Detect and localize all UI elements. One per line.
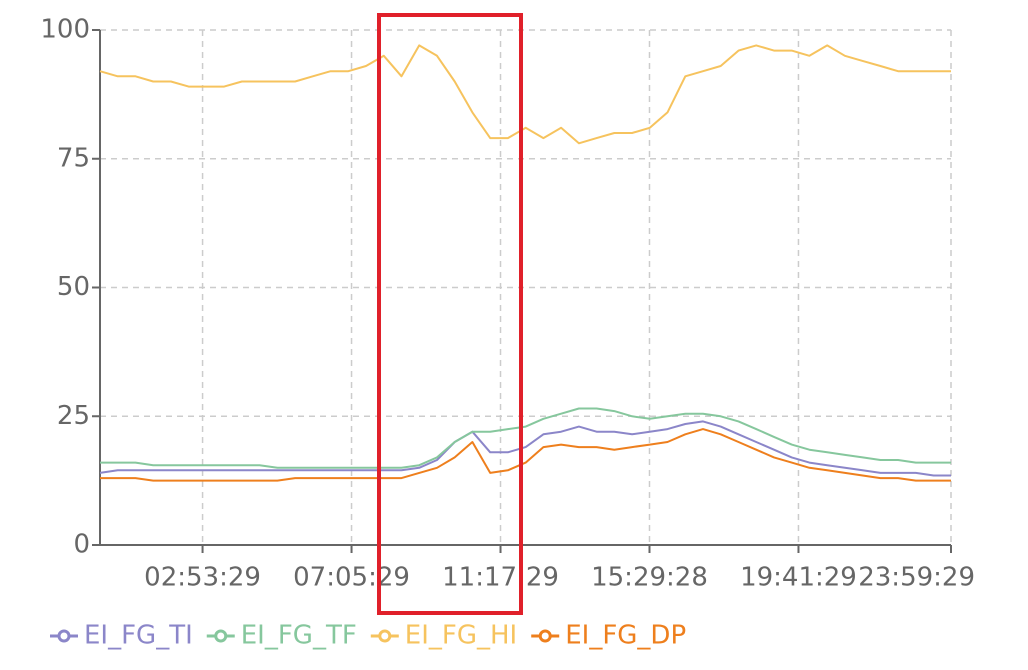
x-tick-label: 02:53:29 <box>144 563 261 593</box>
x-tick-label: 23:59:29 <box>858 563 975 593</box>
legend-item: EI_FG_DP <box>531 621 686 651</box>
x-tick-label: 15:29:28 <box>591 563 708 593</box>
series-line <box>99 420 951 477</box>
legend-marker <box>214 629 228 643</box>
y-tick-label: 75 <box>57 143 90 173</box>
legend-label: EI_FG_HI <box>405 621 517 651</box>
legend-label: EI_FG_DP <box>565 621 686 651</box>
series-line <box>100 407 951 469</box>
x-tick-label: 11:17:29 <box>442 563 559 593</box>
legend-label: EI_FG_TF <box>241 621 357 651</box>
legend-marker <box>538 629 552 643</box>
x-tick-label: 07:05:29 <box>293 563 410 593</box>
legend-item: EI_FG_TI <box>50 621 193 651</box>
y-tick-label: 50 <box>57 272 90 302</box>
legend-label: EI_FG_TI <box>84 621 193 651</box>
y-tick-label: 25 <box>57 401 90 431</box>
legend-item: EI_FG_TF <box>206 621 357 651</box>
highlight-box <box>377 13 523 615</box>
legend-item: EI_FG_HI <box>370 621 517 651</box>
legend-marker <box>57 629 71 643</box>
series-line <box>100 428 951 482</box>
legend-marker <box>378 629 392 643</box>
y-tick-label: 100 <box>40 15 90 45</box>
y-tick-label: 0 <box>73 530 90 560</box>
series-line <box>99 44 951 145</box>
x-tick-label: 19:41:29 <box>740 563 857 593</box>
